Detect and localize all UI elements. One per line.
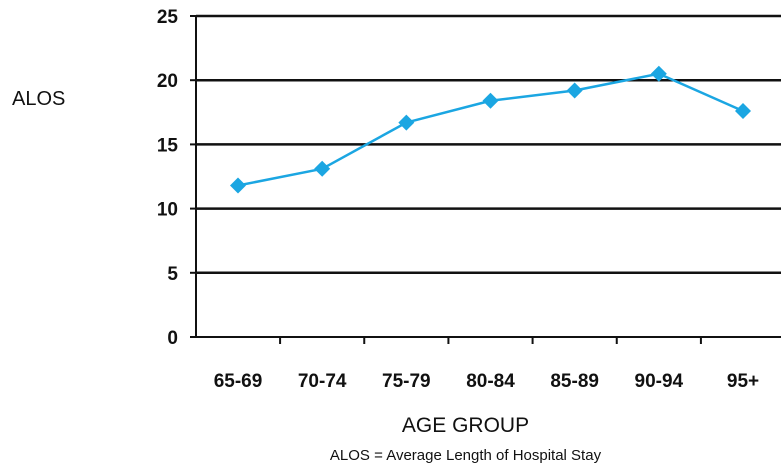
x-tick-label-65-69: 65-69 bbox=[214, 371, 263, 392]
x-tick-label-80-84: 80-84 bbox=[466, 371, 515, 392]
y-tick-label: 20 bbox=[157, 71, 178, 92]
x-tick-label-75-79: 75-79 bbox=[382, 371, 431, 392]
x-axis-label: AGE GROUP bbox=[401, 414, 530, 437]
data-point-70-74 bbox=[314, 160, 331, 177]
x-tick-label-90-94: 90-94 bbox=[635, 371, 684, 392]
chart-footnote: ALOS = Average Length of Hospital Stay bbox=[329, 447, 602, 464]
data-point-95+ bbox=[735, 103, 751, 120]
series-line bbox=[237, 72, 744, 187]
x-tick-labels: 65-69 70-74 75-79 80-84 85-89 90-94 95+ bbox=[214, 371, 759, 392]
y-tick-label: 0 bbox=[167, 328, 178, 349]
data-point-75-79 bbox=[398, 114, 415, 131]
y-tick-labels: 0 5 10 15 20 25 bbox=[157, 7, 179, 349]
x-tick-label-85-89: 85-89 bbox=[550, 371, 599, 392]
y-tick-label: 25 bbox=[157, 7, 179, 28]
x-tick-label-70-74: 70-74 bbox=[298, 371, 347, 392]
y-tick-label: 5 bbox=[167, 264, 178, 285]
series-group bbox=[230, 65, 751, 194]
x-tick-label-95+: 95+ bbox=[727, 371, 759, 392]
y-tick-label: 10 bbox=[157, 200, 178, 221]
y-tick-label: 15 bbox=[157, 135, 179, 156]
gridlines bbox=[196, 14, 781, 275]
data-point-65-69 bbox=[230, 177, 246, 194]
data-point-85-89 bbox=[566, 82, 583, 99]
axes bbox=[190, 15, 781, 344]
data-point-80-84 bbox=[482, 92, 499, 109]
data-point-90-94 bbox=[650, 65, 667, 82]
y-axis-label: ALOS bbox=[12, 88, 66, 110]
